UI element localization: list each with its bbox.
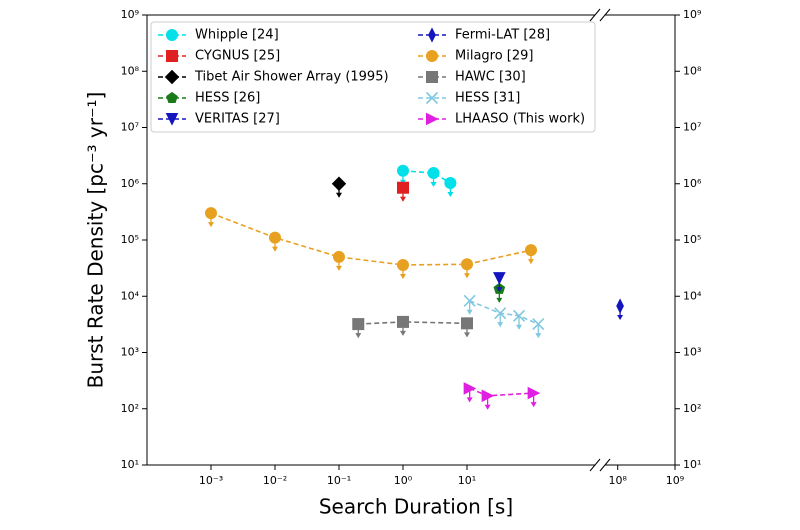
x-tick-label: 10⁰ (394, 474, 413, 487)
upper-limit-arrowhead (208, 222, 214, 228)
marker (331, 176, 347, 191)
marker (527, 386, 541, 400)
x-tick-label: 10⁹ (666, 474, 684, 487)
legend-label: HAWC [30] (455, 70, 526, 85)
y2-tick-label: 10⁴ (683, 289, 702, 302)
marker (493, 272, 506, 285)
marker (461, 317, 473, 330)
series-line (469, 300, 539, 325)
upper-limit-arrowhead (336, 265, 342, 271)
upper-limit-arrowhead (400, 273, 406, 279)
y-tick-label: 10⁶ (121, 177, 140, 190)
upper-limit-arrowhead (496, 297, 503, 303)
upper-limit-arrowhead (617, 315, 624, 321)
series-line (210, 212, 532, 266)
x-tick-label: 10⁸ (608, 474, 627, 487)
upper-limit-arrowhead (464, 273, 470, 279)
marker (444, 177, 457, 190)
upper-limit-arrowhead (400, 330, 406, 336)
upper-limit-arrowhead (535, 333, 542, 339)
marker (397, 164, 409, 177)
legend-label: HESS [26] (195, 91, 260, 106)
y-tick-label: 10⁷ (121, 121, 139, 134)
upper-limit-arrowhead (528, 259, 534, 265)
marker (481, 389, 495, 403)
marker (205, 207, 217, 220)
marker (425, 91, 439, 105)
legend-label: Fermi-LAT [28] (455, 28, 550, 43)
x-tick-label: 10⁻³ (199, 474, 223, 487)
y2-tick-label: 10⁶ (683, 177, 702, 190)
x-tick-label: 10⁻¹ (327, 474, 351, 487)
marker (616, 298, 624, 314)
upper-limit-arrowhead (466, 397, 473, 403)
legend: Whipple [24] CYGNUS [25] Tibet Air Shower … (150, 21, 596, 133)
upper-limit-arrowhead (516, 324, 523, 330)
marker (512, 309, 526, 322)
marker (166, 91, 178, 103)
marker (428, 27, 436, 43)
upper-limit-arrowhead (400, 196, 406, 202)
legend-label: VERITAS [27] (195, 112, 280, 127)
y-tick-label: 10² (121, 402, 139, 415)
upper-limit-arrowhead (430, 182, 437, 188)
x-tick-label: 10⁻² (263, 474, 287, 487)
legend-label: Whipple [24] (195, 28, 279, 43)
upper-limit-arrowhead (496, 287, 503, 293)
upper-limit-arrowhead (272, 246, 278, 252)
upper-limit-arrowhead (336, 192, 342, 198)
marker (397, 315, 409, 328)
legend-label: Tibet Air Shower Array (1995) (194, 70, 389, 85)
y2-tick-label: 10⁹ (683, 8, 701, 21)
y2-tick-label: 10¹ (683, 458, 701, 471)
marker (269, 231, 281, 244)
marker (461, 258, 473, 271)
y-tick-label: 10⁸ (121, 64, 140, 77)
series-line (402, 169, 451, 184)
upper-limit-arrowhead (466, 309, 473, 315)
y-tick-label: 10⁹ (121, 8, 139, 21)
marker (352, 318, 365, 331)
marker (164, 69, 180, 85)
x-tick-label: 10¹ (458, 474, 476, 487)
y-tick-label: 10³ (121, 346, 139, 359)
legend-label: Milagro [29] (455, 49, 534, 64)
legend-box (150, 21, 596, 133)
marker (427, 167, 440, 180)
y2-tick-label: 10² (683, 402, 701, 415)
upper-limit-arrowhead (484, 404, 491, 410)
y-tick-label: 10¹ (121, 458, 139, 471)
marker (426, 71, 438, 83)
y2-tick-label: 10³ (683, 346, 701, 359)
y-tick-label: 10⁴ (121, 289, 140, 302)
x-axis-label: Search Duration [s] (319, 495, 513, 519)
marker (494, 307, 507, 320)
marker (426, 112, 439, 126)
marker (166, 29, 178, 41)
upper-limit-arrowhead (355, 333, 362, 339)
y2-tick-label: 10⁸ (683, 64, 702, 77)
upper-limit-arrowhead (464, 332, 470, 338)
marker (397, 258, 409, 271)
upper-limit-arrowhead (447, 192, 454, 198)
legend-label: LHAASO (This work) (455, 112, 585, 127)
marker (463, 294, 476, 307)
marker (426, 50, 438, 62)
legend-label: HESS [31] (455, 91, 520, 106)
y2-tick-label: 10⁷ (683, 121, 701, 134)
marker (333, 250, 345, 263)
upper-limit-arrowhead (530, 402, 537, 408)
y-axis-label: Burst Rate Density [pc⁻³ yr⁻¹] (84, 92, 108, 389)
legend-label: CYGNUS [25] (195, 49, 280, 64)
marker (397, 181, 409, 194)
marker (532, 318, 545, 331)
marker (525, 244, 537, 257)
y-tick-label: 10⁵ (121, 233, 139, 246)
y2-tick-label: 10⁵ (683, 233, 701, 246)
marker (165, 113, 179, 126)
marker (166, 50, 178, 62)
upper-limit-arrowhead (497, 322, 504, 328)
marker (463, 382, 477, 395)
